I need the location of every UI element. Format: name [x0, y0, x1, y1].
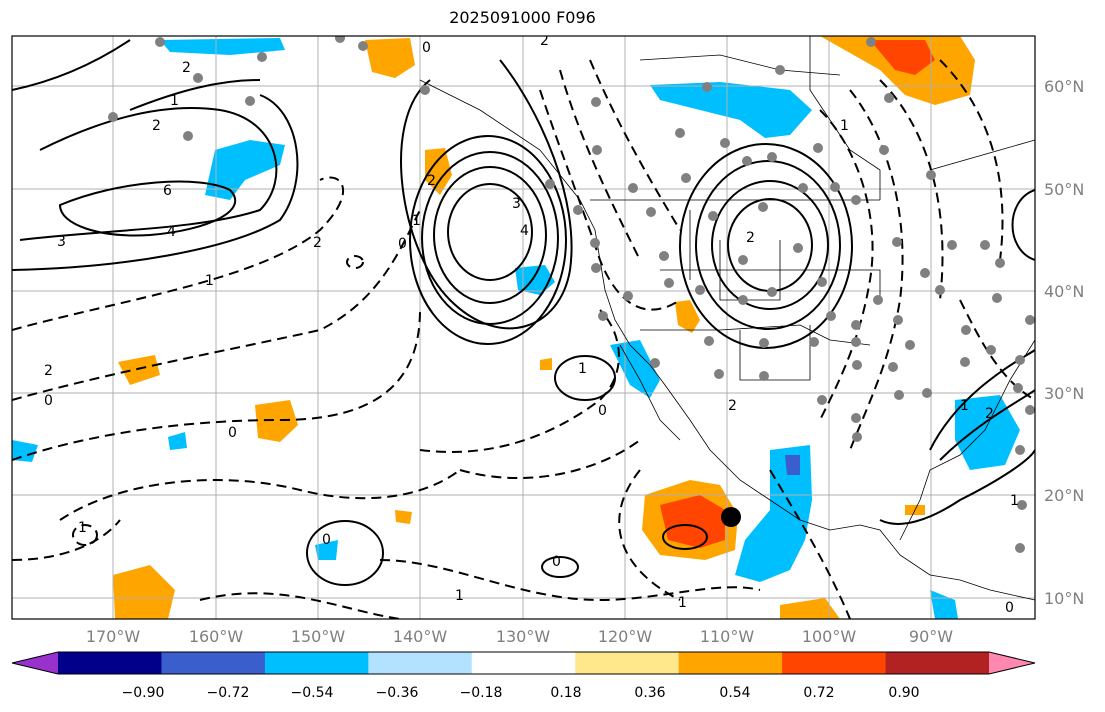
colorbar-tick-label: 0.18 [550, 685, 581, 701]
colorbar-tick-label: 0.72 [803, 685, 834, 701]
colorbar-segment [678, 652, 783, 674]
contour-label: 0 [1005, 600, 1014, 616]
lon-label: 170°W [86, 627, 141, 646]
contour-label: 0 [552, 554, 561, 570]
lon-label: 110°W [700, 627, 755, 646]
contour-label: 2 [540, 33, 549, 49]
colorbar-segment [782, 652, 887, 674]
colorbar-tick-label: 0.36 [634, 685, 665, 701]
colorbar-tick-label: −0.54 [291, 685, 334, 701]
contours-solid [12, 39, 1035, 586]
contour-label: 1 [205, 273, 214, 289]
contour-label: 4 [167, 224, 176, 240]
contour-label: 0 [598, 403, 607, 419]
contour-label: 2 [182, 60, 191, 76]
colorbar-extend-high [989, 652, 1035, 674]
contour-label: 1 [455, 588, 464, 604]
colorbar-ticks: −0.90 −0.72 −0.54 −0.36 −0.18 0.18 0.36 … [122, 685, 920, 701]
contour-label: 0 [322, 532, 331, 548]
colorbar-tick-label: −0.18 [460, 685, 503, 701]
lat-label: 40°N [1044, 282, 1084, 301]
colorbar-tick-label: −0.36 [376, 685, 419, 701]
colorbar-segment [471, 652, 576, 674]
lat-label: 50°N [1044, 180, 1084, 199]
contours-dashed [12, 59, 1035, 619]
contour-label: 2 [746, 230, 755, 246]
colorbar-tick-label: −0.90 [122, 685, 165, 701]
graticule [12, 36, 1035, 619]
colorbar [11, 651, 1036, 675]
contour-label: 1 [170, 93, 179, 109]
contour-label: 3 [57, 234, 66, 250]
contour-label: 1 [1010, 493, 1019, 509]
colorbar-segment [264, 652, 369, 674]
lon-label: 150°W [291, 627, 346, 646]
lon-label: 140°W [393, 627, 448, 646]
colorbar-tick-label: −0.72 [207, 685, 250, 701]
contour-label: 1 [960, 398, 969, 414]
contour-label: 4 [520, 223, 529, 239]
lat-label: 30°N [1044, 384, 1084, 403]
colorbar-tick-label: 0.90 [888, 685, 919, 701]
lon-label: 90°W [909, 627, 953, 646]
lat-label: 60°N [1044, 77, 1084, 96]
latitude-labels: 60°N 50°N 40°N 30°N 20°N 10°N [1044, 77, 1084, 608]
lat-label: 20°N [1044, 486, 1084, 505]
map-frame [11, 35, 1036, 620]
contour-label: 3 [512, 196, 521, 212]
contour-label: 1 [840, 118, 849, 134]
contour-label: 6 [163, 183, 172, 199]
contour-label: 1 [678, 595, 687, 611]
contour-label: 2 [728, 398, 737, 414]
colorbar-outline [11, 651, 1036, 675]
lon-label: 160°W [189, 627, 244, 646]
station-dots [108, 36, 1035, 553]
contour-label: 0 [422, 40, 431, 56]
colorbar-extend-low [12, 652, 58, 674]
coastlines [419, 36, 1035, 601]
lon-label: 100°W [802, 627, 857, 646]
lon-label: 120°W [598, 627, 653, 646]
contour-label: 2 [44, 363, 53, 379]
contour-labels: 2 1 2 6 3 4 1 2 0 2 1 3 4 0 1 2 0 0 1 2 … [44, 33, 1019, 616]
longitude-labels: 170°W 160°W 150°W 140°W 130°W 120°W 110°… [86, 627, 953, 646]
lat-label: 10°N [1044, 589, 1084, 608]
colorbar-segment [161, 652, 266, 674]
contour-label: 2 [427, 173, 436, 189]
contour-label: 2 [313, 235, 322, 251]
colorbar-segment [885, 652, 990, 674]
storm-position-marker [721, 507, 741, 527]
colorbar-segment [58, 652, 162, 674]
contour-label: 0 [44, 393, 53, 409]
contour-label: 1 [578, 361, 587, 377]
contour-label: 1 [412, 213, 421, 229]
contour-label: 2 [985, 406, 994, 422]
lon-label: 130°W [496, 627, 551, 646]
contour-label: 0 [398, 236, 407, 252]
map-title: 2025091000 F096 [449, 8, 596, 27]
colorbar-segment [575, 652, 680, 674]
colorbar-segment [368, 652, 473, 674]
contour-label: 1 [78, 520, 87, 536]
anomaly-shading [12, 36, 1020, 619]
colorbar-tick-label: 0.54 [719, 685, 750, 701]
contour-label: 0 [228, 425, 237, 441]
contour-label: 2 [152, 118, 161, 134]
